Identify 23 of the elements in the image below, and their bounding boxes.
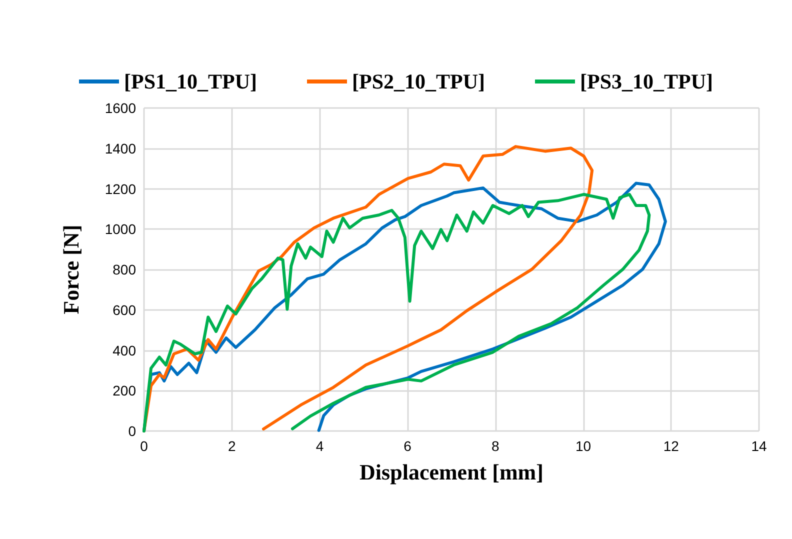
x-tick-label: 6 (404, 438, 412, 454)
y-axis-title: Force [N] (58, 224, 84, 314)
x-tick-label: 0 (140, 438, 148, 454)
legend-label: [PS1_10_TPU] (124, 70, 258, 94)
y-tick-label: 0 (128, 423, 136, 439)
x-tick-label: 2 (228, 438, 236, 454)
y-tick-label: 400 (112, 342, 136, 358)
y-tick-label: 1000 (104, 221, 136, 238)
x-tick-label: 14 (751, 438, 767, 454)
y-tick-label: 1200 (104, 180, 136, 197)
y-tick-label: 1600 (104, 100, 136, 116)
x-tick-label: 10 (575, 438, 592, 454)
y-tick-label: 600 (112, 302, 136, 318)
x-tick-label: 12 (663, 438, 680, 454)
legend-label: [PS3_10_TPU] (580, 70, 713, 94)
legend-label: [PS2_10_TPU] (352, 70, 486, 94)
y-tick-label: 800 (112, 262, 136, 278)
line-series (142, 145, 594, 432)
x-tick-label: 8 (492, 438, 500, 454)
y-tick-label: 1400 (104, 140, 136, 156)
x-axis-title: Displacement [mm] (360, 460, 544, 484)
y-tick-label: 200 (112, 382, 136, 399)
x-tick-label: 4 (316, 438, 324, 454)
